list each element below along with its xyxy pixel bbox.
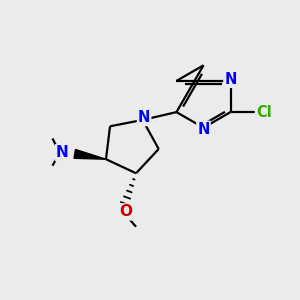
Text: N: N: [138, 110, 150, 125]
Text: N: N: [56, 145, 69, 160]
Text: Cl: Cl: [256, 105, 272, 120]
Text: N: N: [224, 72, 237, 87]
Text: N: N: [197, 122, 210, 137]
Text: O: O: [119, 204, 132, 219]
Polygon shape: [74, 149, 106, 159]
